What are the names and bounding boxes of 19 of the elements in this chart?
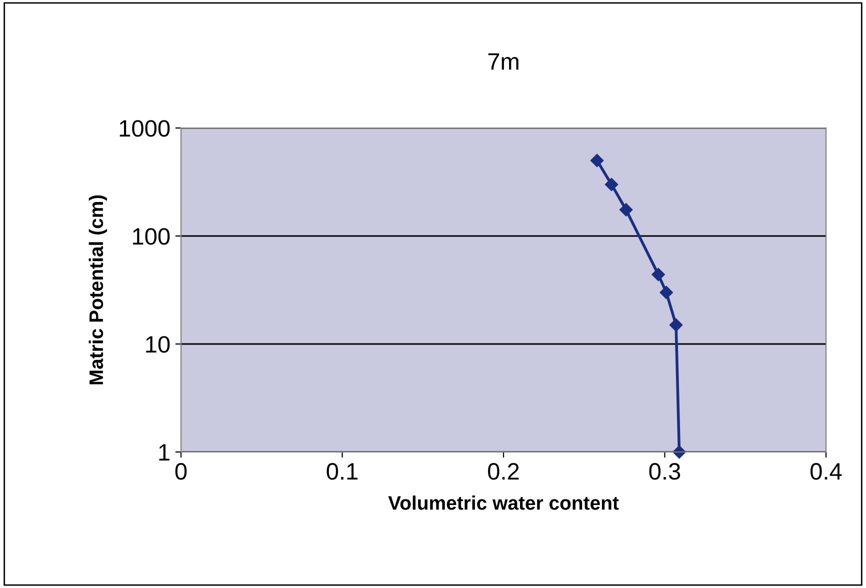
point bbox=[672, 445, 686, 459]
y-axis-title: Matric Potential (cm) bbox=[88, 195, 107, 384]
point bbox=[660, 286, 673, 300]
x-tick-label: 0 bbox=[175, 463, 187, 480]
x-tick-label: 0.4 bbox=[810, 463, 842, 480]
point bbox=[590, 154, 604, 168]
y-tick-label: 1000 bbox=[120, 120, 170, 137]
y-tick-label: 100 bbox=[132, 228, 170, 245]
point bbox=[619, 203, 633, 216]
x-axis-title: Volumetric water content bbox=[388, 496, 619, 510]
point bbox=[669, 318, 683, 332]
x-tick-label: 0.2 bbox=[488, 463, 519, 480]
y-tick-label: 1 bbox=[159, 444, 170, 461]
point bbox=[652, 268, 665, 282]
point bbox=[604, 178, 618, 192]
x-tick-label: 0.3 bbox=[649, 463, 680, 480]
chart-title: 7m bbox=[488, 53, 518, 70]
y-tick-label: 10 bbox=[146, 336, 170, 353]
x-tick-label: 0.1 bbox=[326, 463, 358, 480]
